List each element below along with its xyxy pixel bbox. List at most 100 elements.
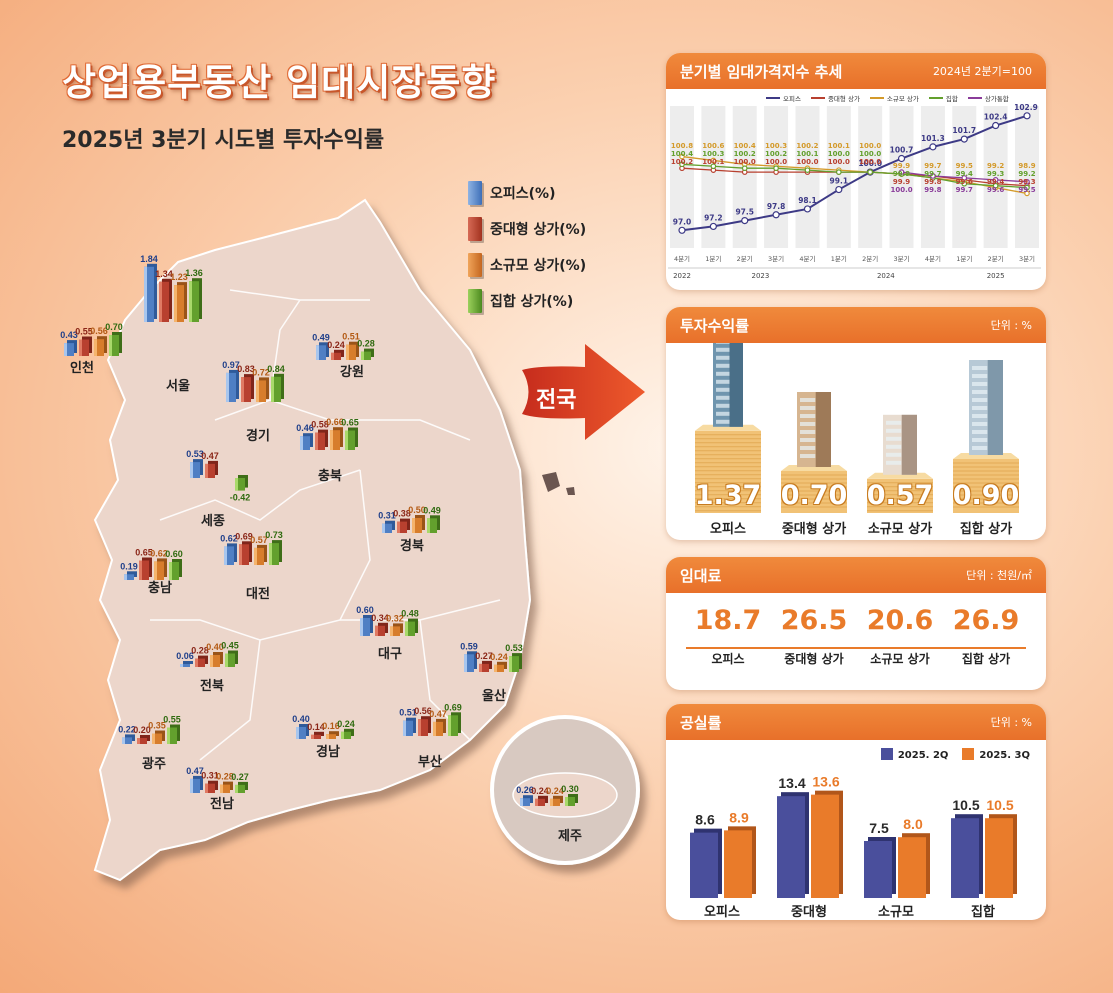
legend-line-integrated — [967, 97, 982, 99]
legend-text-mid: 중대형 상가 — [827, 95, 860, 103]
complex-value-label: 0.48 — [401, 609, 419, 619]
region-16: 0.470.310.280.27 전남 — [186, 766, 249, 812]
small-value-label: 0.24 — [490, 652, 508, 662]
small-value-label: 0.50 — [408, 505, 426, 515]
complex-bar-highlight — [565, 797, 568, 806]
series-point-2 — [679, 153, 685, 160]
rent-label: 오피스 — [711, 652, 745, 666]
complex-value-label: 0.84 — [267, 364, 285, 374]
tower-window — [972, 366, 988, 370]
ulleung-island — [542, 472, 560, 492]
region-name: 부산 — [418, 754, 442, 770]
mid-value-label: 0.38 — [393, 509, 411, 519]
region-name: 전남 — [210, 796, 234, 812]
small-bar-highlight — [94, 339, 97, 356]
yield-label: 소규모 상가 — [867, 522, 933, 537]
mid-value-label: 0.56 — [414, 706, 432, 716]
tower-shade — [987, 360, 1003, 455]
complex-bar — [225, 653, 235, 667]
small-value-label: 0.32 — [386, 613, 404, 623]
column-band — [889, 106, 914, 248]
complex-value-label: 0.55 — [163, 715, 181, 725]
series-value-label: 100.2 — [734, 150, 756, 158]
complex-bar — [271, 376, 281, 402]
series-line-3 — [681, 163, 1028, 189]
tower-shade — [901, 414, 917, 475]
office-bar-highlight — [190, 462, 193, 478]
vacancy-panel: 공실률 단위 : % 2025. 2Q 2025. 3Q 8.6 8.9 오피스 13… — [666, 704, 1046, 920]
small-bar-shadow — [329, 731, 339, 736]
year-label: 2022 — [673, 272, 691, 280]
series-point-0 — [897, 154, 906, 163]
mid-value-label: 0.31 — [201, 771, 219, 781]
complex-value-label: 0.60 — [165, 549, 183, 559]
tower-window — [972, 406, 988, 410]
small-bar — [210, 655, 220, 667]
series-point-0 — [678, 226, 686, 234]
map-legend: 오피스(%) 중대형 상가(%) 소규모 상가(%) 집합 상가(%) — [468, 175, 586, 319]
office-bar — [226, 372, 236, 402]
mid-bar-highlight — [205, 783, 208, 793]
mid-bar-shadow — [314, 731, 324, 736]
complex-bar-highlight — [225, 653, 228, 667]
mid-value-label: 0.24 — [531, 786, 549, 796]
mid-value-label: 0.47 — [201, 451, 219, 461]
office-bar-highlight — [190, 778, 193, 793]
q3-swatch — [962, 748, 975, 760]
tower-window — [886, 460, 902, 465]
small-bar — [220, 784, 230, 793]
yield-pedestal — [953, 459, 1019, 513]
tower-window — [800, 438, 816, 442]
small-bar-highlight — [346, 344, 349, 360]
small-bar-highlight — [152, 733, 155, 744]
column-band — [1015, 106, 1039, 248]
mid-value-label: 0.14 — [307, 722, 325, 732]
region-name: 대전 — [246, 586, 270, 602]
x-tick-label: 4분기 — [925, 254, 941, 263]
complex-value-label: 0.24 — [337, 719, 355, 729]
small-value-label: 1.23 — [170, 272, 188, 282]
series-value-label: 99.7 — [956, 186, 973, 194]
office-value-label: 0.59 — [460, 641, 478, 651]
trend-legend: 오피스 중대형 상가 소규모 상가 집합 상가통합 — [766, 93, 1009, 103]
series-point-0 — [960, 135, 968, 143]
mid-value-label: 0.83 — [237, 364, 255, 374]
page-title: 상업용부동산 임대시장동향 — [62, 61, 497, 104]
rent-item: 20.6 소규모 상가 — [855, 605, 945, 667]
region-name: 대구 — [378, 647, 402, 662]
office-bar-highlight — [180, 664, 183, 667]
complex-bar — [235, 784, 245, 793]
tower-window — [716, 387, 730, 392]
small-bar-highlight — [220, 784, 223, 793]
series-point-4 — [961, 175, 968, 181]
yield-item: 1.37 오피스 — [683, 343, 773, 540]
small-value-label: 0.35 — [148, 721, 166, 731]
office-value-label: 0.31 — [378, 511, 396, 521]
series-point-3 — [867, 169, 873, 175]
complex-bar — [341, 731, 351, 739]
complex-bar-highlight — [189, 281, 192, 322]
office-value-label: 101.7 — [952, 126, 976, 135]
vacancy-legend: 2025. 2Q 2025. 3Q — [880, 748, 1030, 761]
mid-bar-highlight — [241, 377, 244, 402]
mid-bar-highlight — [239, 544, 242, 565]
mid-bar-highlight — [159, 281, 162, 322]
tower-window — [800, 454, 816, 458]
complex-value-label: 0.30 — [561, 784, 579, 794]
legend-office-label: 오피스(%) — [490, 186, 556, 202]
series-line-0 — [681, 114, 1028, 232]
mid-bar-highlight — [79, 339, 82, 356]
series-value-label: 100.3 — [702, 150, 724, 158]
series-value-label: 99.9 — [893, 162, 910, 170]
trend-header: 분기별 임대가격지수 추세 2024년 2분기=100 — [666, 53, 1046, 89]
series-point-0 — [709, 222, 717, 231]
region-15: 0.510.560.470.69 부산 — [399, 702, 462, 770]
x-tick-label: 3분기 — [768, 254, 784, 263]
rent-label: 중대형 상가 — [784, 652, 844, 666]
tower-window — [716, 343, 730, 344]
tower-window — [716, 355, 730, 360]
small-bar — [256, 380, 266, 402]
vacancy-category-label: 집합 — [971, 904, 995, 920]
legend-line-complex — [928, 97, 943, 99]
